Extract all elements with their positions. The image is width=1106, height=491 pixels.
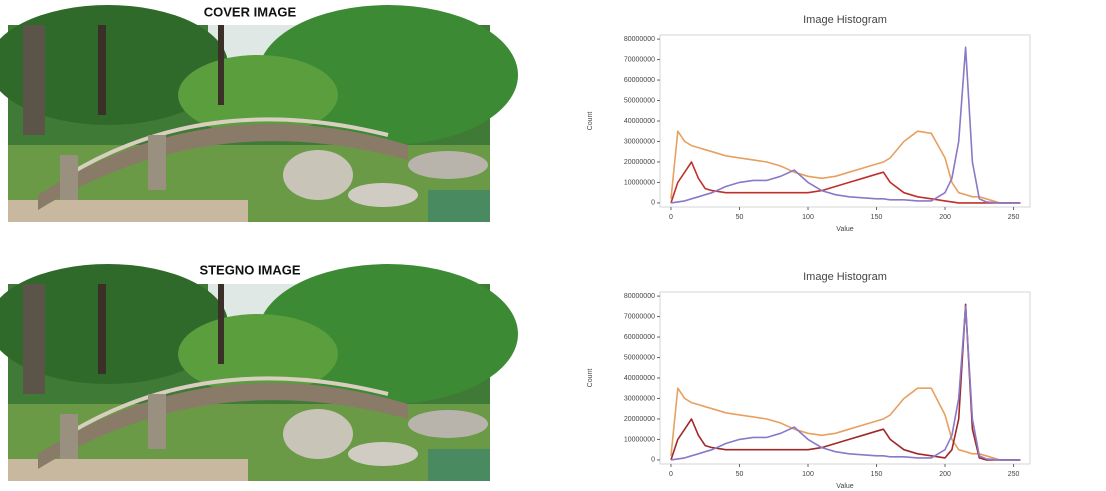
y-tick-label: 70000000 xyxy=(624,313,655,320)
y-tick-label: 60000000 xyxy=(624,334,655,341)
cover-image xyxy=(0,5,518,222)
y-axis-label: Count xyxy=(587,369,594,388)
x-tick-label: 150 xyxy=(871,471,883,478)
y-tick-label: 50000000 xyxy=(624,354,655,361)
y-tick-label: 10000000 xyxy=(624,179,655,186)
stego-image xyxy=(0,264,518,481)
y-tick-label: 70000000 xyxy=(624,56,655,63)
y-tick-label: 30000000 xyxy=(624,395,655,402)
y-tick-label: 0 xyxy=(651,200,655,207)
x-tick-label: 200 xyxy=(939,471,951,478)
y-tick-label: 10000000 xyxy=(624,436,655,443)
y-tick-label: 0 xyxy=(651,457,655,464)
y-axis-label: Count xyxy=(587,112,594,131)
x-tick-label: 0 xyxy=(669,471,673,478)
y-tick-label: 50000000 xyxy=(624,97,655,104)
y-tick-label: 40000000 xyxy=(624,375,655,382)
figure: COVER IMAGE STEGNO IMAGE Image Histogram… xyxy=(0,0,1106,491)
x-tick-label: 250 xyxy=(1008,214,1020,221)
x-tick-label: 150 xyxy=(871,214,883,221)
x-tick-label: 50 xyxy=(736,214,744,221)
series-line xyxy=(671,306,1020,460)
image-caption: STEGNO IMAGE xyxy=(199,262,300,277)
x-axis-label: Value xyxy=(836,226,853,233)
y-tick-label: 60000000 xyxy=(624,77,655,84)
series-line xyxy=(671,47,1020,203)
x-tick-label: 100 xyxy=(802,471,814,478)
plot-frame xyxy=(660,35,1030,207)
x-tick-label: 100 xyxy=(802,214,814,221)
x-tick-label: 250 xyxy=(1008,471,1020,478)
image-caption: COVER IMAGE xyxy=(204,4,297,19)
page: COVER IMAGE STEGNO IMAGE Image Histogram… xyxy=(0,0,1106,491)
y-tick-label: 20000000 xyxy=(624,159,655,166)
series-line xyxy=(671,304,1020,460)
y-tick-label: 30000000 xyxy=(624,138,655,145)
x-tick-label: 0 xyxy=(669,214,673,221)
y-tick-label: 80000000 xyxy=(624,36,655,43)
y-tick-label: 80000000 xyxy=(624,293,655,300)
y-tick-label: 40000000 xyxy=(624,118,655,125)
chart-title: Image Histogram xyxy=(803,14,887,26)
x-axis-label: Value xyxy=(836,483,853,490)
y-tick-label: 20000000 xyxy=(624,416,655,423)
x-tick-label: 50 xyxy=(736,471,744,478)
x-tick-label: 200 xyxy=(939,214,951,221)
chart-title: Image Histogram xyxy=(803,271,887,283)
